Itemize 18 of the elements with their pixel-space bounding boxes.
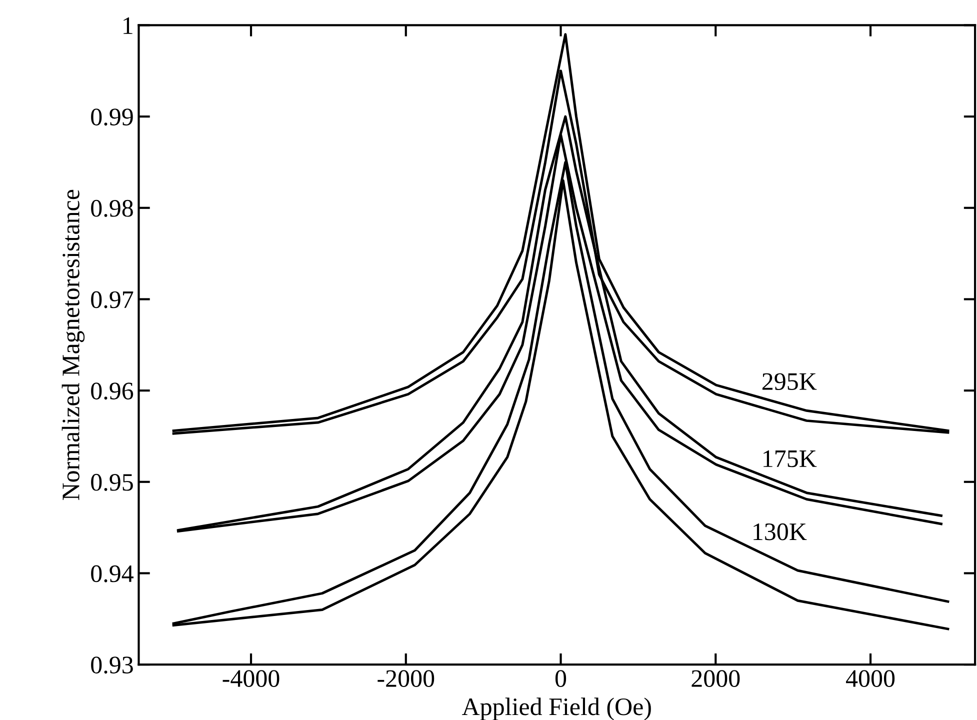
- series-label: 295K: [762, 373, 817, 390]
- series-label: 130K: [754, 523, 807, 540]
- x-tick-label: 2000: [692, 670, 740, 688]
- y-tick-label: 0.99: [91, 108, 133, 126]
- y-tick-label: 0.98: [91, 200, 133, 217]
- x-tick-label: 4000: [846, 670, 895, 688]
- y-tick-label: 0.95: [91, 474, 133, 491]
- y-axis-title: Normalized Magnetoresistance: [62, 190, 85, 500]
- y-tick-label: 0.97: [91, 291, 134, 308]
- series-label: 175K: [764, 450, 817, 468]
- y-tick-label: 0.93: [91, 656, 133, 674]
- y-tick-label: 0.94: [91, 565, 134, 582]
- y-tick-label: 1: [124, 17, 132, 34]
- y-tick-label: 0.96: [91, 382, 134, 400]
- x-axis-title: Applied Field (Oe): [462, 698, 651, 720]
- x-tick-label: 0: [555, 670, 566, 688]
- x-tick-label: -2000: [378, 670, 434, 688]
- x-tick-label: -4000: [222, 670, 280, 688]
